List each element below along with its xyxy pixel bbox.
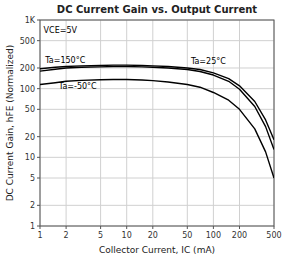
tick-label: 5 [98, 231, 103, 240]
annotation: VCE=5V [44, 26, 78, 35]
plot-frame [40, 20, 274, 226]
title: DC Current Gain vs. Output Current [57, 4, 258, 15]
tick-label: 20 [25, 133, 35, 142]
tick-label: 500 [266, 231, 281, 240]
tick-label: 1 [30, 222, 35, 231]
tick-label: 50 [182, 231, 192, 240]
tick-label: 2 [64, 231, 69, 240]
tick-label: 50 [25, 105, 35, 114]
tick-label: 1 [37, 231, 42, 240]
grid-line [100, 20, 101, 226]
grid-line [40, 157, 274, 158]
line [40, 65, 274, 140]
ticks: 1 2 5 10 20 50 100 200 500 1 2 5 10 20 50 100 200 500 1K [20, 16, 282, 240]
chart: 1 2 5 10 20 50 100 200 500 1 2 5 10 20 50 100 200 500 1K VC… [0, 0, 287, 263]
annotation: Ta=150°C [44, 56, 85, 65]
tick-label: 200 [232, 231, 247, 240]
grid-line [40, 40, 274, 41]
x-axis-label: Collector Current, IC (mA) [99, 245, 215, 255]
tick-label: 1K [25, 16, 36, 25]
tick-label: 100 [206, 231, 221, 240]
grid-line [239, 20, 240, 226]
tick-label: 200 [20, 64, 35, 73]
annotations: VCE=5V Ta=150°C Ta=25°C Ta=-50°C [44, 26, 227, 91]
tick-label: 100 [20, 85, 35, 94]
grid-line [152, 20, 153, 226]
grid-line [66, 20, 67, 226]
grid-line [187, 20, 188, 226]
line [40, 80, 274, 179]
annotation: Ta=25°C [190, 57, 226, 66]
grid [40, 20, 274, 226]
tick-label: 500 [20, 37, 35, 46]
tick-label: 5 [30, 174, 35, 183]
grid-line [126, 20, 127, 226]
annotation: Ta=-50°C [58, 82, 97, 91]
grid-line [40, 136, 274, 137]
grid-line [40, 205, 274, 206]
tick-label: 10 [25, 153, 35, 162]
grid-line [213, 20, 214, 226]
tick-label: 10 [122, 231, 132, 240]
tick-label: 2 [30, 201, 35, 210]
grid-line [40, 178, 274, 179]
y-axis-label: DC Current Gain, hFE (Normalized) [5, 45, 15, 202]
series-group [40, 65, 274, 178]
tick-label: 20 [148, 231, 158, 240]
plot-area [40, 20, 274, 226]
